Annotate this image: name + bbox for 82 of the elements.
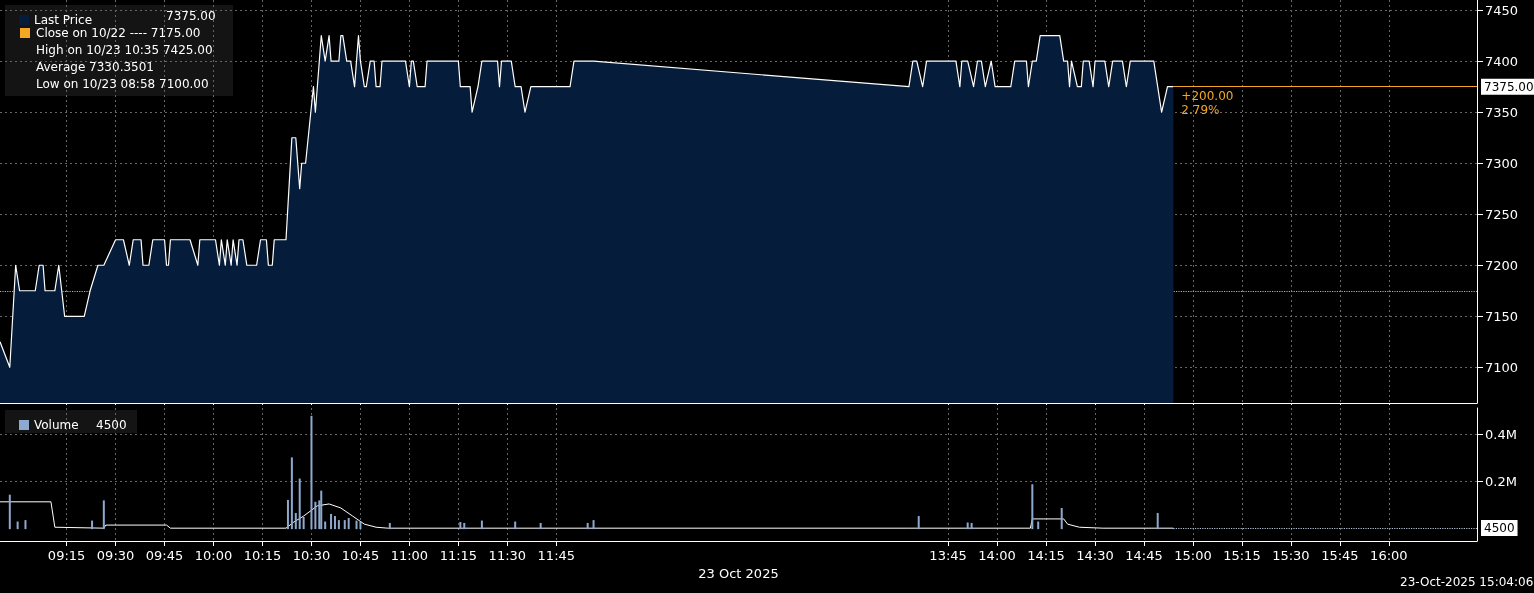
bar — [966, 522, 969, 530]
annotation: Close on 10/22 ---- 7175.00 — [36, 26, 201, 40]
bar — [314, 501, 317, 530]
x-tick-label: 14:15 — [1027, 548, 1065, 563]
y-tick-label: 7100 — [1485, 359, 1519, 375]
bar — [337, 520, 340, 530]
x-tick-label: 10:30 — [292, 548, 331, 563]
x-tick-label: 14:45 — [1125, 548, 1163, 563]
ref-line-label: 4500 — [1484, 521, 1515, 536]
bar — [24, 520, 27, 530]
x-tick-label: 15:00 — [1174, 548, 1212, 563]
bar — [324, 521, 327, 530]
line-series — [0, 501, 1174, 529]
x-axis-title: 23 Oct 2025 — [698, 565, 779, 581]
bar — [586, 522, 589, 530]
bar — [290, 457, 293, 530]
x-tick-label: 10:45 — [341, 548, 380, 563]
bar — [539, 522, 542, 530]
bar — [917, 516, 920, 530]
x-tick-label: 15:15 — [1223, 548, 1261, 563]
x-tick-label: 11:45 — [537, 548, 576, 563]
x-tick-label: 10:00 — [194, 548, 233, 563]
bar — [359, 521, 362, 530]
x-tick-label: 11:15 — [439, 548, 478, 563]
text: 23-Oct-2025 15:04:06 — [1400, 575, 1534, 589]
x-tick-label: 16:00 — [1370, 548, 1408, 563]
x-tick-label: 15:45 — [1321, 548, 1359, 563]
bar — [1037, 521, 1040, 530]
bar — [1031, 484, 1034, 530]
bar — [514, 521, 517, 530]
x-tick-label: 11:30 — [488, 548, 527, 563]
bar — [970, 522, 973, 530]
bar — [480, 520, 483, 530]
bar — [1060, 507, 1063, 530]
x-tick-label: 15:30 — [1272, 548, 1310, 563]
annotation: 7375.00 — [166, 9, 216, 23]
ref-line-label: 7375.00 — [1484, 79, 1534, 94]
y-tick-label: 7300 — [1485, 155, 1519, 171]
y-tick-label: 0.4M — [1485, 426, 1517, 442]
y-tick-label: 7400 — [1485, 53, 1519, 69]
annotation: Low on 10/23 08:58 7100.00 — [36, 77, 209, 91]
annotation: +200.00 — [1181, 88, 1234, 103]
annotation: Average 7330.3501 — [36, 60, 154, 74]
x-tick-label: 09:15 — [47, 548, 86, 563]
legend-label: Last Price — [34, 13, 93, 27]
x-tick-label: 13:45 — [929, 548, 967, 563]
legend-label: Volume — [34, 418, 79, 432]
bar — [355, 520, 358, 530]
bar — [388, 522, 391, 530]
x-tick-label: 10:15 — [243, 548, 282, 563]
bar — [302, 517, 305, 530]
y-tick-label: 0.2M — [1485, 474, 1517, 490]
y-tick-label: 7450 — [1485, 2, 1519, 18]
bar — [16, 521, 19, 530]
bar — [330, 513, 333, 530]
y-tick-label: 7200 — [1485, 257, 1519, 273]
bar — [102, 500, 105, 530]
bar — [294, 512, 297, 530]
x-tick-label: 09:45 — [145, 548, 184, 563]
x-tick-label: 09:30 — [96, 548, 135, 563]
bar — [463, 522, 466, 530]
bar — [310, 415, 313, 530]
x-tick-label: 14:00 — [978, 548, 1016, 563]
bar — [592, 520, 595, 530]
bar — [286, 499, 289, 530]
bar — [1156, 512, 1159, 530]
annotation: 4500 — [96, 418, 127, 432]
x-tick-label: 11:00 — [390, 548, 429, 563]
x-tick-label: 14:30 — [1076, 548, 1114, 563]
bar — [347, 517, 350, 530]
annotation: 2.79% — [1181, 102, 1220, 117]
bar — [91, 520, 94, 530]
bar — [459, 522, 462, 530]
bar — [8, 494, 11, 530]
y-tick-label: 7250 — [1485, 206, 1519, 222]
bar — [298, 478, 301, 530]
bar — [333, 516, 336, 530]
y-tick-label: 7150 — [1485, 308, 1519, 324]
bar — [343, 520, 346, 530]
bar — [320, 490, 323, 530]
y-tick-label: 7350 — [1485, 104, 1519, 120]
annotation: High on 10/23 10:35 7425.00 — [36, 43, 213, 57]
